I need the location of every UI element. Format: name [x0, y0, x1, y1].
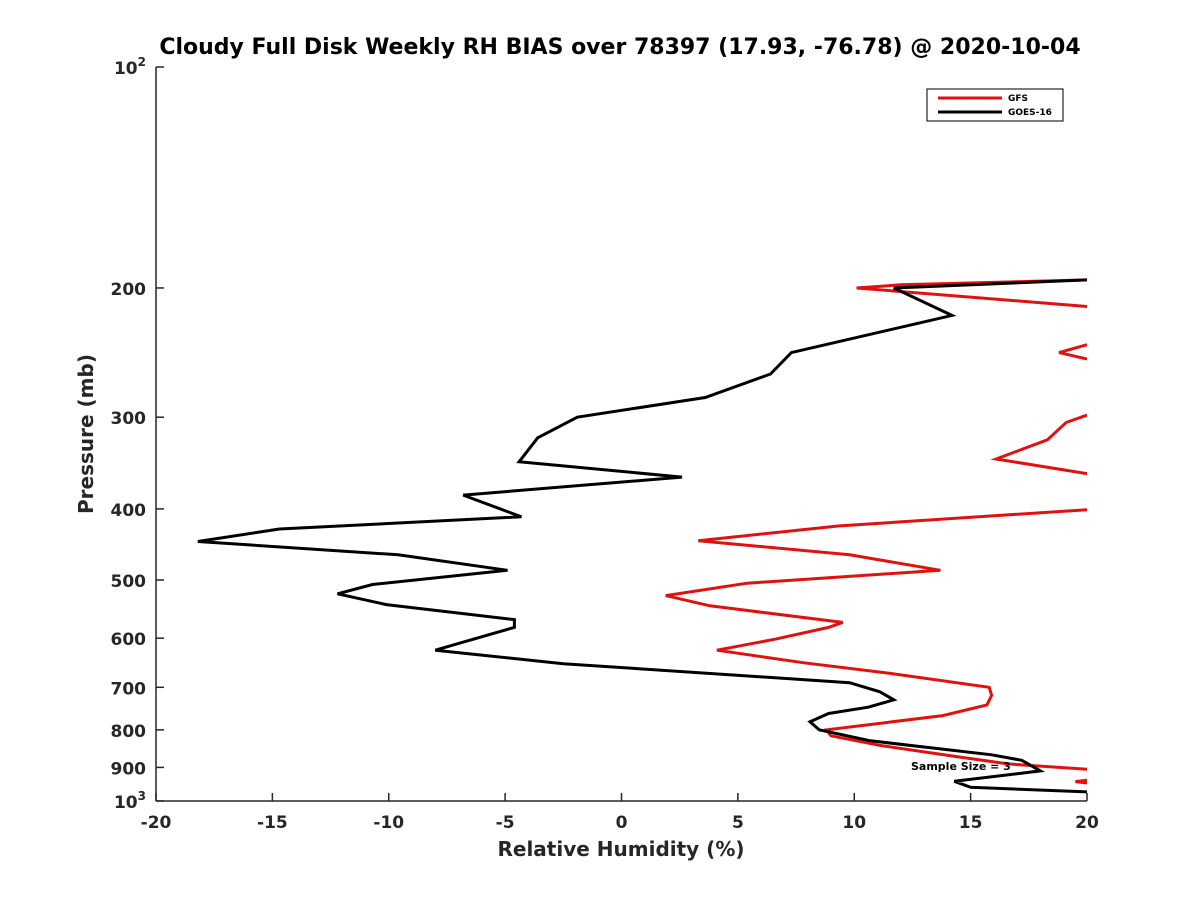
series-gfs-line [665, 508, 1087, 771]
series-goes-16-line [197, 278, 1087, 794]
x-tick-label: -20 [141, 813, 172, 833]
x-axis-label: Relative Humidity (%) [497, 837, 744, 861]
y-tick-label: 800 [111, 722, 147, 742]
y-tick-label: 103 [114, 789, 146, 813]
legend: GFS GOES-16 [926, 88, 1064, 122]
y-axis-label: Pressure (mb) [74, 354, 98, 514]
legend-gfs-label: GFS [1008, 94, 1028, 104]
series-gfs-line [1075, 778, 1087, 785]
y-tick-label: 500 [111, 572, 147, 592]
series-gfs-line [990, 413, 1087, 476]
y-ticks: 102 200 300 400 500 600 700 800 900 103 [111, 55, 164, 813]
y-tick-label: 102 [114, 55, 146, 79]
x-tick-label: 5 [732, 813, 744, 833]
x-tick-label: -15 [257, 813, 288, 833]
x-tick-label: 0 [616, 813, 628, 833]
x-tick-label: -5 [496, 813, 515, 833]
y-tick-label: 300 [111, 409, 147, 429]
series-gfs-line [1058, 343, 1087, 361]
series-layer [197, 278, 1087, 794]
x-tick-label: 15 [959, 813, 983, 833]
x-tick-label: 20 [1075, 813, 1099, 833]
x-tick-label: 10 [842, 813, 866, 833]
y-tick-label: 200 [111, 280, 147, 300]
y-tick-label: 900 [111, 759, 147, 779]
y-tick-label: 600 [111, 630, 147, 650]
y-tick-label: 400 [111, 501, 147, 521]
x-tick-label: -10 [373, 813, 404, 833]
legend-box [926, 88, 1064, 122]
legend-goes16-label: GOES-16 [1008, 108, 1052, 118]
y-tick-label: 700 [111, 679, 147, 699]
x-ticks: -20 -15 -10 -5 0 5 10 15 20 [141, 793, 1099, 833]
sample-size-annotation: Sample Size = 3 [911, 760, 1011, 773]
chart-title: Cloudy Full Disk Weekly RH BIAS over 783… [159, 35, 1080, 60]
